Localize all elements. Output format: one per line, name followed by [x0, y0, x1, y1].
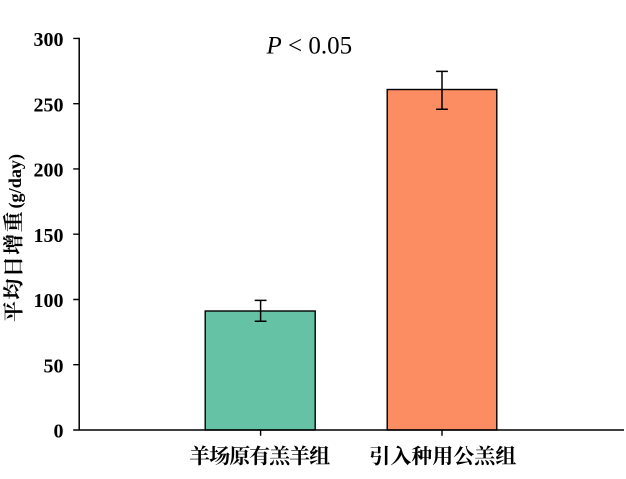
svg-text:300: 300 — [34, 29, 64, 51]
svg-text:(g/day): (g/day) — [5, 154, 26, 209]
svg-text:P < 0.05: P < 0.05 — [266, 33, 353, 60]
svg-text:200: 200 — [34, 160, 64, 182]
svg-text:0: 0 — [54, 421, 64, 443]
svg-text:250: 250 — [34, 94, 64, 116]
svg-text:50: 50 — [44, 355, 64, 377]
svg-text:100: 100 — [34, 290, 64, 312]
svg-text:150: 150 — [34, 225, 64, 247]
